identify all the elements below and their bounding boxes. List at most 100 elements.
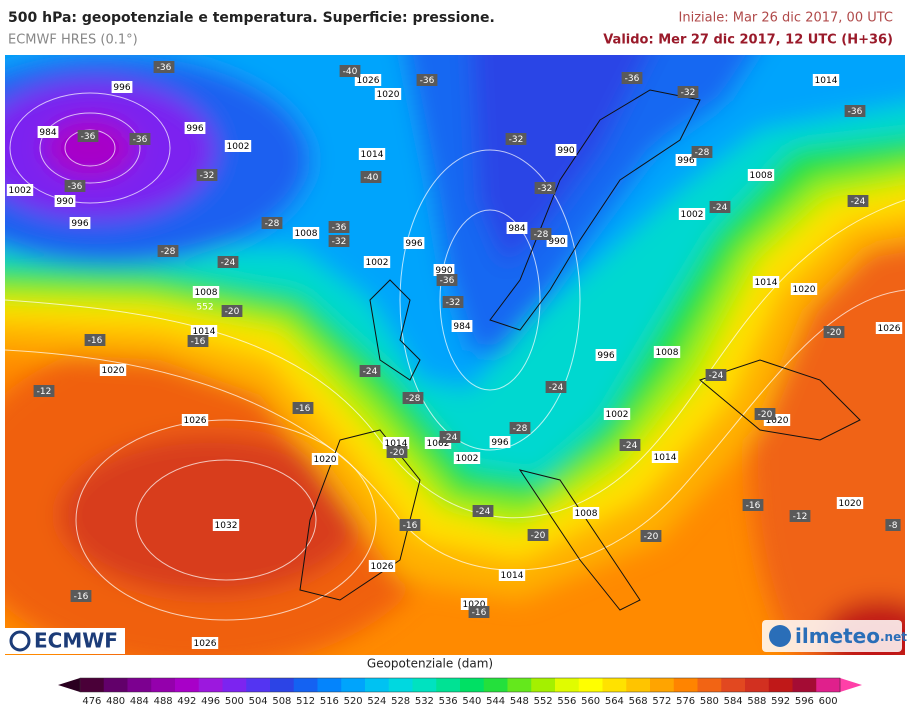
isobar-label-box [451,320,473,332]
isobar-label-box [358,148,386,160]
isobar-label-box [875,322,903,334]
labels: 996 984 996 1002 1002 990 996 1026 1020 1014 1008 1… [6,61,903,649]
isobar-label: 990 [56,197,73,207]
temperature-label: -32 [446,298,461,308]
isobar-label-box [453,452,481,464]
isobar-label: 990 [435,266,452,276]
isobar-label: 996 [113,83,130,93]
colorbar-cell [697,678,722,692]
temperature-label-box [77,130,99,142]
temperature-label: -24 [443,433,458,443]
colorbar-cell [650,678,675,692]
isobar-label: 1002 [606,410,629,420]
colorbar-tick-label: 480 [106,696,125,707]
isobar-label-box [595,349,617,361]
temperature-label-box [527,529,549,541]
isobar-label-box [675,154,697,166]
colorbar-tick-label: 592 [771,696,790,707]
ilmeteo-name: ilmeteo [795,624,880,648]
ecmwf-logo: ECMWF [34,629,118,653]
colorbar-cell [293,678,318,692]
colorbar-tick-label: 508 [272,696,291,707]
temperature-label: -16 [74,592,89,602]
isobar-label: 1014 [385,439,408,449]
colorbar-tick-label: 528 [391,696,410,707]
isobar-label-box [836,497,864,509]
isobar-label: 1002 [681,210,704,220]
temperature-label: -16 [472,608,487,618]
colorbar-tick-label: 568 [629,696,648,707]
temperature-label: -20 [390,448,405,458]
temperature-label: -12 [37,387,52,397]
temperature-label-box [196,169,218,181]
isobar-label: 1020 [793,285,816,295]
colorbar-tick-label: 588 [747,696,766,707]
isobar-label-box [181,414,209,426]
isobar-label-box [54,195,76,207]
isobar-label-box [111,81,133,93]
colorbar-cell [626,678,651,692]
colorbar-tick-label: 596 [795,696,814,707]
map: 996 984 996 1002 1002 990 996 1026 1020 1014 1008 1… [5,55,905,655]
temperature-label-box [442,296,464,308]
temperature-label-box [153,61,175,73]
temperature-label: -24 [476,507,491,517]
ecmwf-icon [9,630,31,652]
isobar-label-box [752,276,780,288]
temperature-label: -24 [221,258,236,268]
temperature-label: -36 [68,182,83,192]
temperature-label-box [416,74,438,86]
isobar-label-box [368,560,396,572]
isobar-label: 1014 [361,150,384,160]
temperature-label: -36 [625,74,640,84]
temperature-label: -12 [793,512,808,522]
temperature-label: -24 [363,367,378,377]
isobar-label: 984 [39,128,56,138]
isobar-label: 1002 [227,142,250,152]
isobar-label: 996 [491,438,508,448]
colorbar-cell [270,678,295,692]
colorbar-cell [198,678,223,692]
temperature-label: -40 [343,67,358,77]
isobar-label: 1020 [102,366,125,376]
isobar-label-box [6,184,34,196]
colorbar-cell [673,678,698,692]
isobar-label: 1008 [656,348,679,358]
contour-label: 552 [196,303,213,313]
colorbar-tick-label: 504 [249,696,268,707]
isobar-label-box [489,436,511,448]
colorbar-cell [80,678,105,692]
isobar-label: 1008 [295,229,318,239]
colorbar-frame [79,677,841,693]
temperature-label-box [70,590,92,602]
isobar-label: 1014 [815,76,838,86]
isobar-label-box [184,122,206,134]
temperature-label: -24 [549,383,564,393]
colorbar: 476 480 484 488 492 496 500 504 508 512 516 520 524 5… [58,677,862,707]
temperature-label-box [468,606,490,618]
valid-time: Valido: Mer 27 dic 2017, 12 UTC (H+36) [603,33,893,48]
colorbar-high-arrow [840,678,862,692]
temperature-label: -24 [713,203,728,213]
isobar-label: 1014 [193,327,216,337]
isobar-label: 1008 [575,509,598,519]
isobar-label: 996 [597,351,614,361]
temperature-label: -36 [420,76,435,86]
temperature-label-box [619,439,641,451]
colorbar-tick-label: 544 [486,696,505,707]
isobar-label: 996 [677,156,694,166]
temperature-label-box [217,256,239,268]
temperature-label: -16 [403,521,418,531]
isobar-label-box [546,235,568,247]
isobar-label-box [224,140,252,152]
isobar-label-box [99,364,127,376]
temperature-label-box [705,369,727,381]
isobar-label: 1020 [766,416,789,426]
colorbar-cell [768,678,793,692]
isobar-label-box [572,507,600,519]
isobar-label-box [191,637,219,649]
isobar-label-box [190,325,218,337]
isobar-label: 1020 [463,600,486,610]
colorbar-tick-label: 564 [605,696,624,707]
